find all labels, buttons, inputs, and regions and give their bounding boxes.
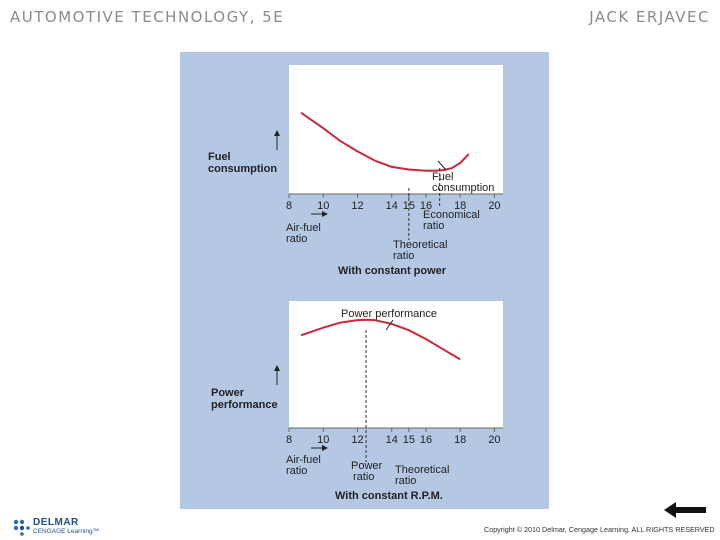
fuel-consumption-curve: [300, 111, 470, 172]
y-label-top-line2: consumption: [208, 163, 277, 175]
header-title: AUTOMOTIVE TECHNOLOGY, 5E: [10, 8, 285, 26]
annotation-pointer-bottom: [385, 319, 394, 331]
x-tick-label: 8: [286, 200, 292, 212]
x-label-bottom-line2: ratio: [286, 465, 307, 477]
x-tick-label: 14: [386, 200, 398, 212]
x-tick-label: 15: [403, 434, 415, 446]
y-label-bottom-line2: performance: [211, 399, 278, 411]
x-tick-label: 18: [454, 200, 466, 212]
delmar-logo-icon: [13, 519, 30, 536]
plot-area-top: [289, 65, 503, 194]
annotation-theoretical-bottom-1: Theoretical: [395, 464, 449, 476]
y-label-bottom-1: Power: [211, 387, 245, 399]
x-label-bottom-2: ratio: [286, 465, 307, 477]
plot-area-bottom: [289, 301, 503, 428]
annotation-theoretical-bottom-2: ratio: [395, 475, 416, 487]
x-ticks-bottom: 8 10 12 14 15 16 18 20: [286, 428, 501, 446]
x-tick-label: 18: [454, 434, 466, 446]
x-tick-label: 12: [351, 434, 363, 446]
x-arrowhead-bottom: [322, 445, 328, 451]
x-ticks-top: 8 10 12 14 15 16 18 20: [286, 194, 501, 212]
x-label-top-line1: Air-fuel: [286, 222, 321, 234]
chart-title-bottom: With constant R.P.M.: [335, 490, 443, 502]
annotation-power-performance: Power performance: [341, 308, 437, 320]
x-tick-label: 16: [420, 434, 432, 446]
x-label-top-line2: ratio: [286, 233, 307, 245]
y-label-bottom-line1: Power: [211, 387, 245, 399]
x-label-bottom-1: Air-fuel: [286, 454, 321, 466]
x-tick-label: 20: [488, 200, 500, 212]
annotation-power-ratio-1: Power: [351, 460, 383, 472]
annotation-theoretical-top-2: ratio: [393, 250, 414, 262]
annotation-power-ratio-2: ratio: [353, 471, 374, 483]
x-tick-label: 14: [386, 434, 398, 446]
x-label-bottom-line1: Air-fuel: [286, 454, 321, 466]
x-tick-label: 12: [351, 200, 363, 212]
annotation-fuel-consumption-1: Fuel: [432, 171, 453, 183]
x-tick-label: 10: [317, 200, 329, 212]
x-tick-label: 10: [317, 434, 329, 446]
x-label-top-1: Air-fuel: [286, 222, 321, 234]
left-arrow-icon[interactable]: [664, 502, 706, 518]
annotation-pointer-top: [437, 160, 447, 171]
delmar-logo: DELMAR CENGAGE Learning™: [12, 516, 102, 538]
x-arrowhead-top: [322, 211, 328, 217]
annotation-theoretical-top-1: Theoretical: [393, 239, 447, 251]
copyright-text: Copyright © 2010 Delmar, Cengage Learnin…: [484, 525, 715, 534]
y-label-top-2: consumption: [208, 163, 277, 175]
chart-power-performance: 8 10 12 14 15 16 18 20 Power performance Air-fu…: [211, 301, 503, 502]
x-tick-label: 20: [488, 434, 500, 446]
annotation-economical-1: Economical: [423, 209, 480, 221]
y-arrowhead-bottom: [274, 365, 280, 371]
header-author: JACK ERJAVEC: [589, 8, 710, 26]
back-button[interactable]: [662, 500, 708, 520]
logo-text-top: DELMAR: [33, 517, 79, 528]
y-arrowhead-top: [274, 130, 280, 136]
chart-title-top: With constant power: [338, 265, 447, 277]
annotation-fuel-consumption-2: consumption: [432, 182, 494, 194]
x-label-top-2: ratio: [286, 233, 307, 245]
chart-fuel-consumption: 8 10 12 14 15 16 18 20 Fuel consumption Air-fue…: [208, 65, 503, 277]
x-tick-label: 16: [420, 200, 432, 212]
y-label-top-line1: Fuel: [208, 151, 231, 163]
logo-text-bottom: CENGAGE Learning™: [33, 528, 100, 535]
x-tick-label: 8: [286, 434, 292, 446]
y-label-top-1: Fuel: [208, 151, 231, 163]
y-label-bottom-2: performance: [211, 399, 278, 411]
annotation-economical-2: ratio: [423, 220, 444, 232]
power-performance-curve: [300, 318, 461, 361]
